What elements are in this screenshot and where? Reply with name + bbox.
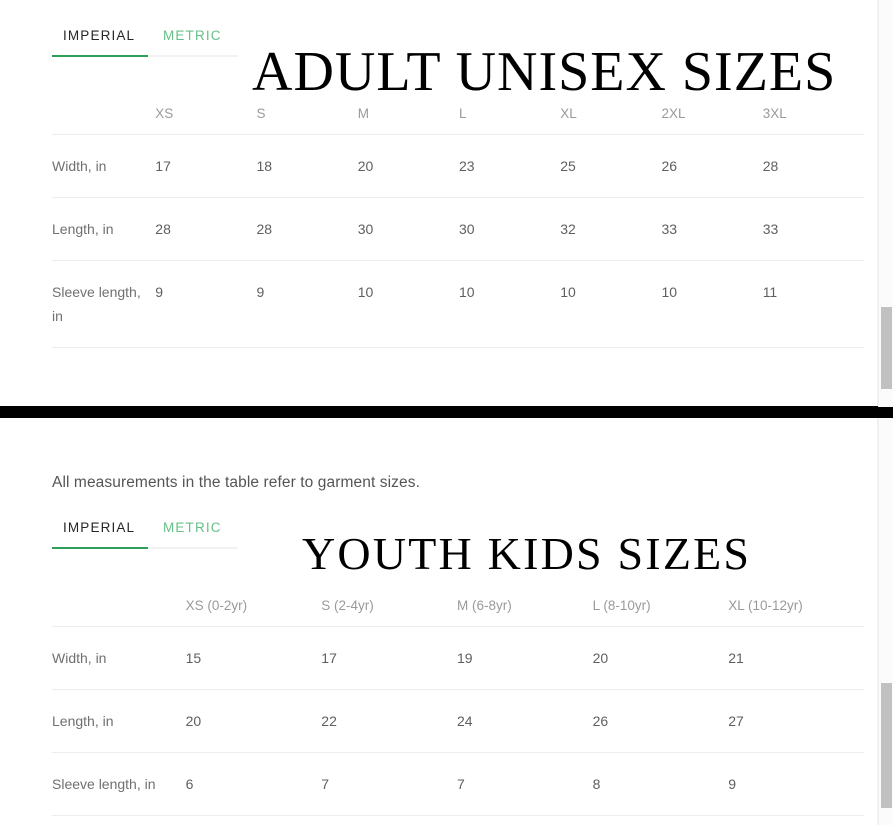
youth-cell: 7	[456, 775, 465, 792]
youth-cell: 20	[185, 712, 202, 729]
adult-unit-tabs: IMPERIAL METRIC	[52, 26, 238, 60]
youth-cell: 22	[321, 712, 337, 729]
youth-panel-inner: All measurements in the table refer to g…	[0, 418, 878, 825]
adult-cell: 28	[155, 220, 171, 237]
youth-col-header: XS (0-2yr)	[185, 598, 248, 613]
youth-unit-tabs: IMPERIAL METRIC	[52, 518, 238, 552]
youth-col-header: S (2-4yr)	[321, 598, 374, 613]
table-row: Width, in 15 17 19 20 21	[52, 626, 864, 689]
youth-row-label: Width, in	[52, 649, 107, 666]
adult-tab-active-indicator	[52, 55, 148, 57]
adult-cell: 18	[256, 157, 273, 174]
adult-cell: 10	[357, 283, 374, 300]
adult-table-head: XS S M L XL 2XL 3XL	[52, 90, 864, 134]
adult-cell: 28	[256, 220, 273, 237]
youth-cell: 6	[185, 775, 194, 792]
panel-divider-band	[0, 406, 893, 418]
pane-edge-line	[877, 418, 878, 825]
adult-cell: 33	[661, 220, 678, 237]
youth-cell: 17	[321, 649, 337, 666]
adult-cell: 9	[256, 283, 265, 300]
youth-scrollbar-thumb[interactable]	[881, 683, 892, 808]
measurements-note: All measurements in the table refer to g…	[52, 473, 420, 491]
adult-col-header: M	[357, 106, 369, 121]
youth-col-header: L (8-10yr)	[592, 598, 651, 613]
adult-panel-scrollbar[interactable]	[878, 0, 893, 407]
youth-cell: 7	[321, 775, 330, 792]
adult-cell: 17	[155, 157, 171, 174]
adult-cell: 10	[661, 283, 678, 300]
adult-cell: 25	[560, 157, 576, 174]
adult-cell: 20	[357, 157, 374, 174]
youth-panel-scrollbar[interactable]	[878, 418, 893, 825]
adult-corner-cell	[52, 90, 155, 134]
youth-col-header: M (6-8yr)	[456, 598, 512, 613]
adult-cell: 23	[458, 157, 475, 174]
adult-cell: 10	[458, 283, 475, 300]
youth-cell: 24	[456, 712, 473, 729]
adult-scrollbar-thumb[interactable]	[881, 307, 892, 389]
youth-table-head: XS (0-2yr) S (2-4yr) M (6-8yr) L (8-10yr…	[52, 582, 864, 626]
youth-size-panel: All measurements in the table refer to g…	[0, 418, 893, 825]
adult-panel-inner: ADULT UNISEX SIZES IMPERIAL METRIC XS S	[0, 0, 878, 407]
adult-cell: 10	[560, 283, 576, 300]
adult-cell: 11	[762, 283, 778, 300]
adult-table-body: Width, in 17 18 20 23 25 26 28 Length, i…	[52, 134, 864, 347]
tab-imperial-youth[interactable]: IMPERIAL	[63, 518, 135, 538]
table-row: Length, in 20 22 24 26 27	[52, 689, 864, 752]
adult-col-header: S	[256, 106, 266, 121]
youth-sizes-title: YOUTH KIDS SIZES	[302, 527, 752, 579]
pane-edge-line	[877, 0, 878, 407]
adult-cell: 9	[155, 283, 164, 300]
adult-sizes-title: ADULT UNISEX SIZES	[252, 40, 837, 103]
table-row: Width, in 17 18 20 23 25 26 28	[52, 134, 864, 197]
youth-cell: 8	[592, 775, 601, 792]
tab-imperial-adult[interactable]: IMPERIAL	[63, 26, 135, 46]
youth-cell: 26	[592, 712, 609, 729]
adult-col-header: XL	[560, 106, 577, 121]
adult-size-table: XS S M L XL 2XL 3XL Width, in 17 18 20	[52, 90, 864, 348]
table-row: Sleeve length, in 6 7 7 8 9	[52, 752, 864, 815]
youth-cell: 19	[456, 649, 473, 666]
adult-header-row: XS S M L XL 2XL 3XL	[52, 90, 864, 134]
adult-col-header: L	[458, 106, 467, 121]
youth-cell: 15	[185, 649, 202, 666]
adult-col-header: 3XL	[762, 106, 787, 121]
youth-size-table: XS (0-2yr) S (2-4yr) M (6-8yr) L (8-10yr…	[52, 582, 864, 816]
adult-cell: 30	[458, 220, 475, 237]
adult-row-label: Sleeve length, in	[52, 283, 141, 324]
tab-metric-youth[interactable]: METRIC	[163, 518, 222, 538]
youth-cell: 21	[728, 649, 744, 666]
youth-tab-active-indicator	[52, 547, 148, 549]
adult-cell: 32	[560, 220, 576, 237]
adult-cell: 26	[661, 157, 678, 174]
adult-cell: 33	[762, 220, 779, 237]
youth-cell: 27	[728, 712, 744, 729]
youth-row-label: Sleeve length, in	[52, 775, 156, 792]
youth-col-header: XL (10-12yr)	[728, 598, 803, 613]
adult-col-header: XS	[155, 106, 174, 121]
tab-metric-adult[interactable]: METRIC	[163, 26, 222, 46]
youth-header-row: XS (0-2yr) S (2-4yr) M (6-8yr) L (8-10yr…	[52, 582, 864, 626]
adult-row-label: Length, in	[52, 220, 114, 237]
adult-cell: 30	[357, 220, 374, 237]
youth-corner-cell	[52, 582, 186, 626]
table-row: Length, in 28 28 30 30 32 33 33	[52, 197, 864, 260]
adult-col-header: 2XL	[661, 106, 686, 121]
youth-cell: 20	[592, 649, 609, 666]
adult-row-label: Width, in	[52, 157, 107, 174]
adult-cell: 28	[762, 157, 779, 174]
youth-table-body: Width, in 15 17 19 20 21 Length, in 20 2…	[52, 626, 864, 815]
adult-size-panel: ADULT UNISEX SIZES IMPERIAL METRIC XS S	[0, 0, 893, 407]
youth-cell: 9	[728, 775, 737, 792]
youth-row-label: Length, in	[52, 712, 114, 729]
table-row: Sleeve length, in 9 9 10 10 10 10 11	[52, 260, 864, 347]
